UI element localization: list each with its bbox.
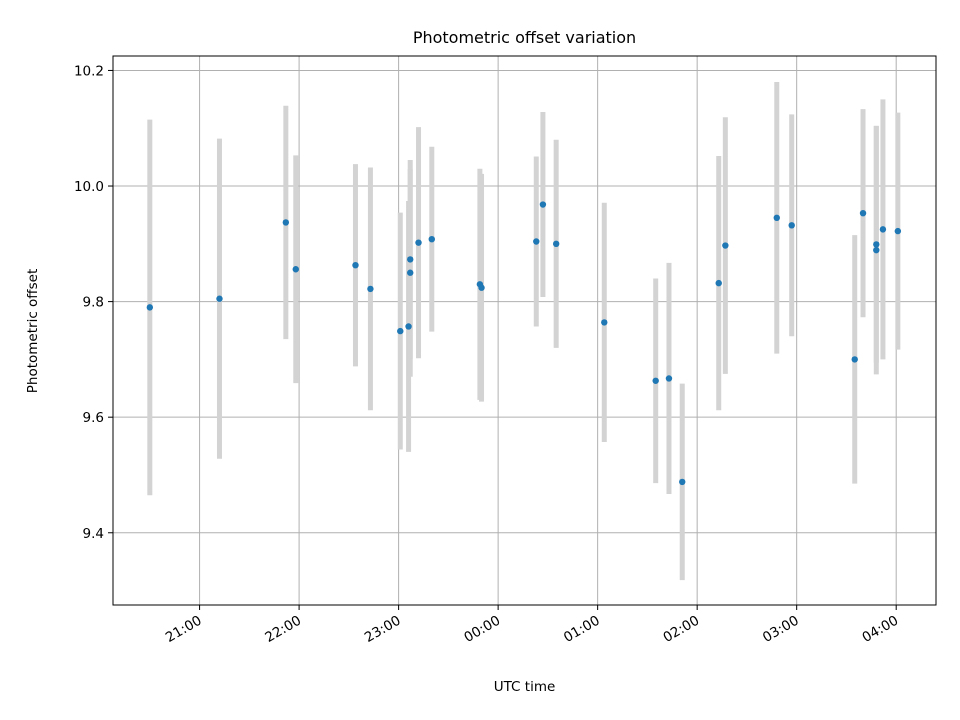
data-point	[665, 375, 673, 382]
y-tick-label: 9.6	[83, 410, 104, 426]
data-point	[216, 295, 223, 302]
data-point	[788, 222, 795, 229]
data-point	[367, 285, 374, 293]
data-point	[894, 227, 902, 235]
x-tick-label: 04:00	[859, 613, 901, 646]
data-point	[851, 356, 858, 363]
x-tick-label: 21:00	[163, 613, 205, 646]
data-point	[715, 279, 722, 287]
data-points	[146, 201, 902, 486]
data-point	[282, 219, 290, 226]
axes-frame	[112, 55, 937, 606]
x-tick-label: 01:00	[561, 613, 603, 646]
data-point	[533, 238, 540, 245]
data-point	[552, 240, 560, 248]
data-point	[652, 377, 659, 384]
y-axis: 9.4 9.6 9.8 10.0 10.2	[74, 63, 113, 542]
x-tick-label: 03:00	[760, 613, 802, 646]
y-tick-label: 9.4	[83, 526, 104, 542]
x-tick-label: 23:00	[362, 613, 404, 646]
data-point	[407, 269, 414, 276]
grid	[113, 56, 936, 605]
y-tick-label: 10.2	[74, 63, 104, 79]
data-point	[679, 478, 686, 486]
data-point	[407, 256, 414, 263]
data-point	[428, 235, 435, 243]
data-point	[773, 214, 780, 222]
x-tick-label: 00:00	[461, 613, 503, 646]
y-tick-label: 9.8	[83, 295, 104, 311]
data-point	[397, 327, 404, 335]
x-tick-label: 02:00	[660, 613, 702, 646]
data-point	[478, 284, 485, 291]
data-point	[415, 239, 422, 246]
x-axis: 21:00 22:00 23:00 00:00 01:00 02:00 03:00 04:00	[163, 605, 901, 646]
y-tick-label: 10.0	[74, 179, 104, 195]
data-point	[859, 209, 867, 217]
data-point	[539, 201, 547, 208]
data-point	[722, 242, 729, 249]
errorbars	[147, 82, 901, 581]
data-point	[292, 266, 299, 273]
data-point	[873, 246, 880, 254]
data-point	[405, 323, 412, 330]
data-point	[146, 304, 154, 311]
data-point	[352, 261, 359, 269]
data-point	[601, 319, 608, 326]
y-axis-label: Photometric offset	[25, 269, 41, 393]
data-point	[873, 241, 880, 248]
data-point	[879, 226, 887, 233]
chart-title: Photometric offset variation	[413, 28, 636, 47]
x-tick-label: 22:00	[262, 613, 304, 646]
x-axis-label: UTC time	[494, 679, 556, 695]
